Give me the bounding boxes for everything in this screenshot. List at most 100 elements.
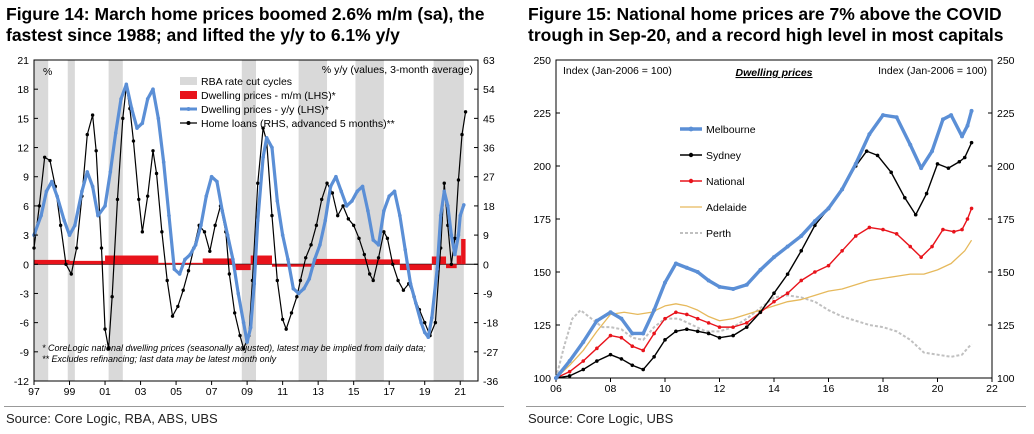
- sydney-point: [717, 335, 722, 340]
- home-loans-point: [376, 256, 381, 260]
- mm-change-bar: [158, 262, 203, 265]
- dwelling-yy-point: [275, 199, 280, 203]
- dwelling-yy-point: [39, 213, 43, 218]
- home-loans-point: [453, 236, 457, 241]
- x-axis-tick-label: 17: [383, 386, 395, 398]
- dwelling-yy-point: [438, 213, 443, 218]
- melbourne-point: [706, 278, 711, 283]
- home-loans-point: [151, 149, 155, 153]
- national-point: [840, 249, 844, 253]
- home-loans-point: [170, 314, 175, 318]
- home-loans-point: [186, 269, 191, 273]
- legend-label-sydney: Sydney: [706, 150, 742, 162]
- figure-14-panel: Figure 14: March home prices boomed 2.6%…: [0, 0, 512, 434]
- sydney-point: [641, 367, 645, 372]
- x-axis-tick-label: 06: [550, 383, 562, 395]
- dwelling-yy-point: [382, 208, 386, 213]
- sydney-point: [799, 249, 804, 253]
- x-axis-tick-label: 08: [605, 383, 617, 395]
- melbourne-point: [619, 316, 624, 321]
- adelaide-line: [555, 239, 973, 379]
- right-axis-tick-label: 36: [483, 143, 495, 155]
- national-point: [674, 310, 678, 315]
- x-axis-tick-label: 05: [170, 386, 182, 398]
- national-point: [853, 234, 858, 238]
- sydney-point: [567, 374, 572, 378]
- home-loans-point: [460, 132, 464, 137]
- home-loans-point: [362, 252, 367, 257]
- left-axis-tick-label: 100: [533, 373, 551, 385]
- home-loans-point: [232, 311, 237, 315]
- dwelling-yy-point: [209, 174, 214, 179]
- x-axis-tick-label: 19: [419, 386, 431, 398]
- home-loans-point: [140, 230, 145, 234]
- mm-change-bar: [271, 264, 315, 267]
- national-point: [595, 346, 599, 351]
- national-point: [706, 321, 711, 325]
- home-loans-point: [110, 294, 114, 299]
- dwelling-yy-point: [220, 208, 225, 213]
- dwelling-yy-point: [371, 238, 376, 242]
- melbourne-point: [608, 310, 613, 315]
- dwelling-yy-point: [245, 340, 249, 344]
- sydney-point: [706, 331, 711, 336]
- dwelling-yy-point: [403, 247, 407, 252]
- right-axis-tick-label: 100: [997, 373, 1015, 385]
- dwelling-yy-point: [318, 243, 322, 247]
- right-axis-tick-label: -18: [483, 318, 498, 330]
- home-loans-point: [357, 236, 361, 241]
- left-axis-tick-label: 3: [23, 230, 29, 242]
- x-axis-tick-label: 09: [241, 386, 253, 398]
- dwelling-yy-point: [255, 218, 260, 223]
- sydney-point: [581, 367, 586, 372]
- home-loans-point: [325, 181, 329, 185]
- home-loans-point: [74, 246, 79, 250]
- dwelling-yy-point: [231, 257, 235, 262]
- home-loans-point: [145, 194, 150, 198]
- sydney-point: [924, 191, 929, 196]
- sydney-point: [652, 355, 656, 359]
- dwelling-yy-point: [44, 189, 49, 194]
- home-loans-point: [176, 304, 180, 309]
- home-loans-point: [298, 278, 303, 283]
- sydney-point: [674, 329, 678, 334]
- rba-cut-shade: [67, 60, 75, 381]
- national-point: [685, 312, 689, 317]
- melbourne-point: [969, 108, 974, 113]
- melbourne-point: [772, 255, 776, 260]
- melbourne-point: [826, 206, 831, 211]
- sydney-point: [903, 196, 907, 200]
- right-axis-tick-label: 225: [997, 108, 1015, 120]
- dwelling-yy-point: [280, 233, 285, 237]
- melbourne-point: [960, 134, 965, 139]
- home-loans-point: [351, 223, 356, 228]
- dwelling-yy-point: [62, 218, 66, 223]
- melbourne-line: [554, 110, 974, 380]
- left-axis-tick-label: 250: [533, 55, 551, 67]
- dwelling-yy-point: [225, 233, 230, 237]
- sydney-point: [957, 159, 962, 164]
- left-axis-tick-label: 12: [17, 143, 29, 155]
- dwelling-yy-point: [264, 136, 269, 140]
- national-point: [619, 335, 624, 340]
- national-point: [717, 325, 722, 329]
- home-loans-point: [202, 230, 207, 234]
- sydney-point: [913, 212, 918, 217]
- home-loans-point: [99, 246, 104, 250]
- dwelling-yy-point: [291, 286, 296, 291]
- dwelling-yy-point: [339, 189, 344, 194]
- home-loans-point: [456, 178, 461, 182]
- right-axis-tick-label: -27: [483, 347, 498, 359]
- right-axis-tick-label: 9: [483, 230, 489, 242]
- dwelling-yy-point: [419, 320, 423, 325]
- home-loans-point: [346, 217, 351, 221]
- home-loans-point: [90, 113, 95, 117]
- sydney-point: [695, 329, 700, 334]
- national-point: [930, 244, 934, 249]
- mm-change-bar: [461, 238, 466, 265]
- melbourne-point: [867, 132, 872, 137]
- dwelling-yy-point: [261, 155, 265, 160]
- dwelling-yy-point: [435, 267, 439, 271]
- mm-change-bar: [399, 264, 432, 271]
- national-point: [826, 263, 831, 268]
